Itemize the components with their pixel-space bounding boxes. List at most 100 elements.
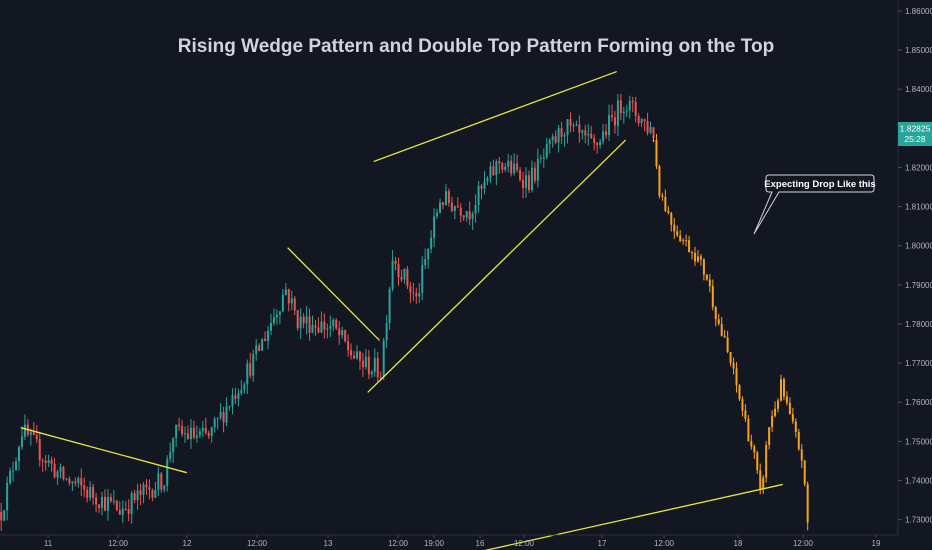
time-tick-label: 12:00 <box>514 539 535 548</box>
projection-candle <box>774 401 777 418</box>
annotation-callout[interactable]: Expecting Drop Like this <box>753 174 876 235</box>
projection-candle <box>708 274 711 293</box>
projection-candle <box>717 313 720 326</box>
chart-title: Rising Wedge Pattern and Double Top Patt… <box>178 36 774 57</box>
candle <box>643 118 646 131</box>
candle <box>471 211 474 230</box>
candle <box>136 483 139 510</box>
candle <box>246 359 249 394</box>
candle <box>207 430 210 440</box>
candle <box>258 343 261 352</box>
price-tick-label: 1.78000 <box>905 320 932 329</box>
projection-candle <box>756 450 759 474</box>
candle <box>154 481 157 499</box>
time-tick-label: 19 <box>872 539 881 548</box>
candle <box>320 311 323 334</box>
price-tick-label: 1.80000 <box>905 242 932 251</box>
price-tick-label: 1.75000 <box>905 437 932 446</box>
candle <box>382 337 385 381</box>
candle <box>237 388 240 407</box>
time-tick-label: 12:00 <box>388 539 409 548</box>
candle <box>35 425 38 443</box>
projection-candle <box>661 192 664 201</box>
candle <box>261 338 264 351</box>
candle <box>388 286 391 330</box>
candle <box>130 490 133 524</box>
price-tick-label: 1.77000 <box>905 359 932 368</box>
time-tick-label: 12:00 <box>793 539 814 548</box>
candle <box>175 424 178 447</box>
candle <box>492 159 495 176</box>
candle <box>32 422 35 436</box>
down-trendline-mid[interactable] <box>287 247 380 341</box>
time-tick-label: 17 <box>598 539 607 548</box>
wedge-upper-line[interactable] <box>373 70 617 163</box>
projection-candle <box>765 441 768 483</box>
candle <box>418 282 421 303</box>
candle <box>391 250 394 292</box>
time-tick-label: 19:00 <box>424 539 445 548</box>
projection-candle <box>679 229 682 243</box>
candle <box>29 428 32 446</box>
price-tick-label: 1.82000 <box>905 163 932 172</box>
candle <box>459 203 462 223</box>
candle <box>329 315 332 337</box>
candle <box>41 458 44 472</box>
candle <box>465 210 468 222</box>
projection-candle <box>794 418 797 438</box>
time-axis[interactable]: 11 12:00 12 12:00 13 12:00 19:00 16 12:00 17 12:00… <box>0 534 898 548</box>
candle <box>474 194 477 223</box>
candle <box>314 320 317 336</box>
projection-candle <box>732 357 735 375</box>
candle <box>569 112 572 133</box>
time-tick-label: 13 <box>324 539 333 548</box>
candle <box>557 124 560 153</box>
candle <box>53 458 56 479</box>
candle <box>15 457 18 471</box>
candle <box>44 455 47 471</box>
candle <box>228 405 231 411</box>
candle <box>92 483 95 505</box>
projection-candle <box>768 427 771 450</box>
wedge-lower-line[interactable] <box>367 139 627 393</box>
projection-candle <box>800 444 803 469</box>
candle <box>430 230 433 254</box>
candle <box>353 351 356 360</box>
projection-candle <box>782 377 785 401</box>
candle <box>172 437 175 464</box>
candle <box>240 380 243 396</box>
candle <box>560 121 563 144</box>
candle <box>296 309 299 331</box>
candle <box>189 419 192 449</box>
down-trendline-left[interactable] <box>20 427 187 474</box>
candle <box>6 476 9 521</box>
candle <box>169 442 172 463</box>
candle <box>275 309 278 325</box>
candle <box>356 345 358 360</box>
candle <box>507 153 510 173</box>
candle <box>287 288 290 312</box>
candle <box>62 466 65 481</box>
candle <box>350 343 353 360</box>
candle <box>12 461 15 482</box>
candle <box>290 290 293 311</box>
candle <box>98 504 101 513</box>
candle <box>112 490 115 505</box>
candle <box>605 124 608 139</box>
candle <box>86 486 89 503</box>
projection-candle <box>806 481 809 531</box>
candle <box>163 484 166 493</box>
candle <box>581 129 584 140</box>
projection-candle <box>779 374 782 402</box>
candle <box>637 113 640 127</box>
candle <box>444 184 447 206</box>
candle <box>373 348 376 377</box>
candle <box>619 93 622 121</box>
projection-candle <box>723 329 726 338</box>
candle <box>80 468 83 497</box>
candle <box>270 313 273 336</box>
projection-candle <box>762 475 765 494</box>
candle <box>412 282 415 302</box>
candle <box>148 479 151 500</box>
projection-candle <box>688 235 691 253</box>
